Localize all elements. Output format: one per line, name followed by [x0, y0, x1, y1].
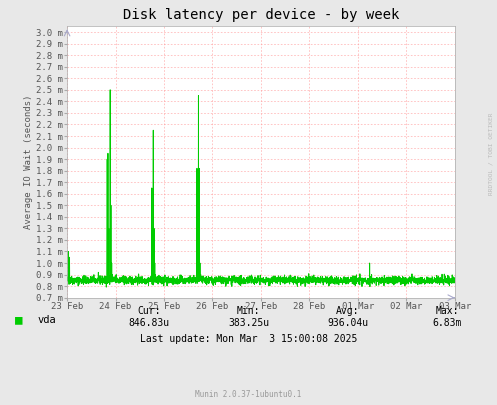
Text: Cur:: Cur: — [137, 306, 161, 316]
Title: Disk latency per device - by week: Disk latency per device - by week — [123, 9, 399, 22]
Text: 6.83m: 6.83m — [432, 318, 462, 328]
Text: ■: ■ — [15, 313, 22, 326]
Text: 846.83u: 846.83u — [129, 318, 169, 328]
Text: 383.25u: 383.25u — [228, 318, 269, 328]
Text: 936.04u: 936.04u — [328, 318, 368, 328]
Text: Avg:: Avg: — [336, 306, 360, 316]
Text: Min:: Min: — [237, 306, 260, 316]
Text: Max:: Max: — [435, 306, 459, 316]
Text: Last update: Mon Mar  3 15:00:08 2025: Last update: Mon Mar 3 15:00:08 2025 — [140, 334, 357, 344]
Text: vda: vda — [37, 315, 56, 325]
Text: Munin 2.0.37-1ubuntu0.1: Munin 2.0.37-1ubuntu0.1 — [195, 390, 302, 399]
Text: RRDTOOL / TOBI OETIKER: RRDTOOL / TOBI OETIKER — [489, 113, 494, 195]
Y-axis label: Average IO Wait (seconds): Average IO Wait (seconds) — [24, 95, 33, 229]
